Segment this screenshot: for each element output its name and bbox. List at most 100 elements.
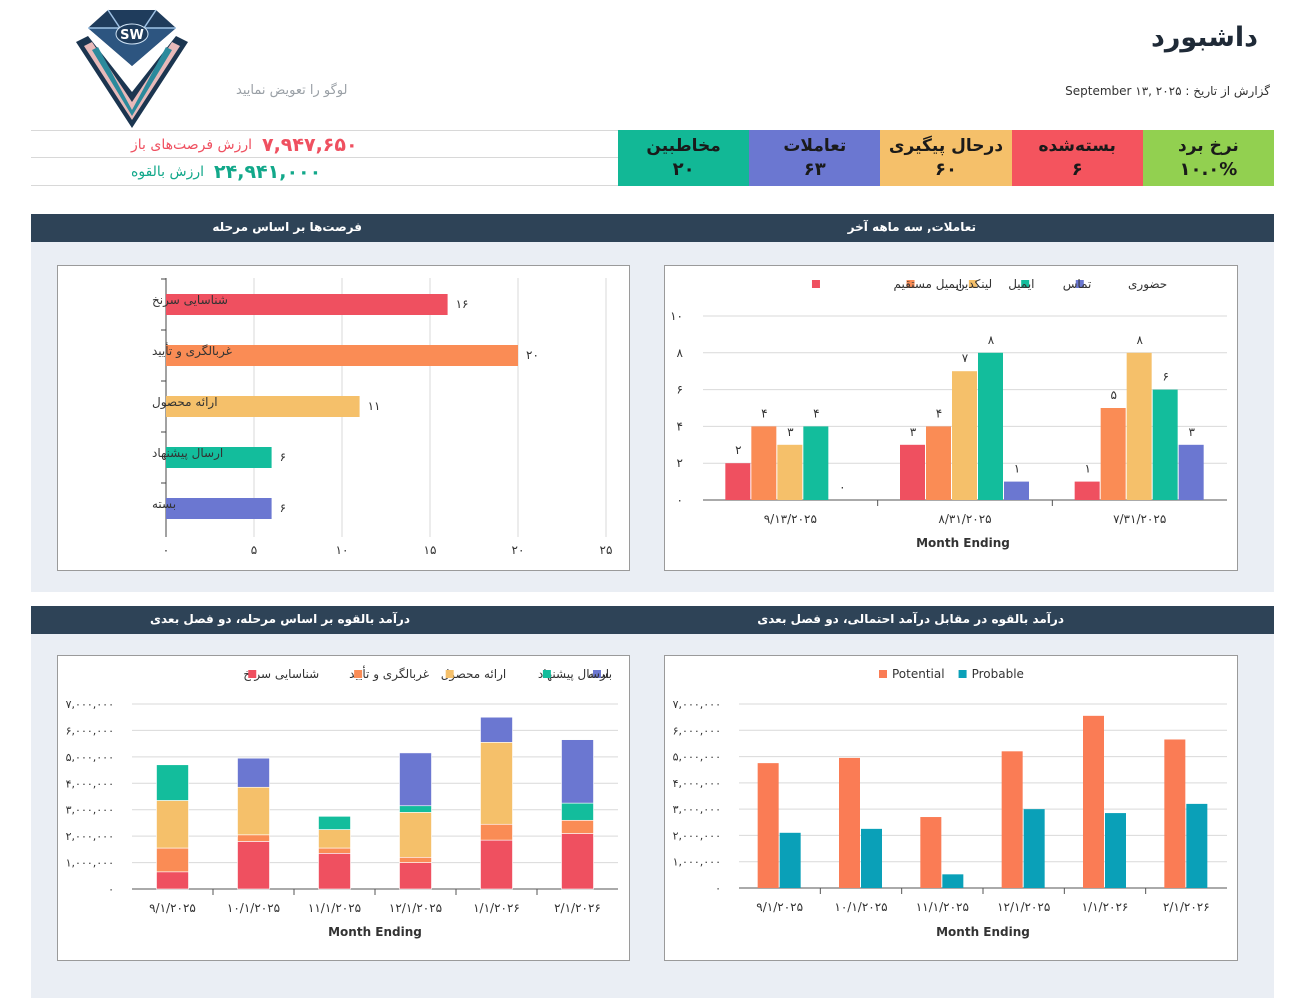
x-tick-label: ۱۱/۱/۲۰۲۵ — [308, 901, 361, 915]
x-tick-label: ۱۰ — [336, 543, 349, 557]
diamond-logo-icon: SW — [76, 9, 188, 128]
x-tick-label: ۸/۳۱/۲۰۲۵ — [938, 512, 991, 526]
y-tick-label: ۷,۰۰۰,۰۰۰ — [66, 698, 114, 711]
bar — [920, 817, 942, 888]
data-label: ۲ — [735, 443, 741, 457]
potential-stage-panel: ۰ ۱,۰۰۰,۰۰۰ ۲,۰۰۰,۰۰۰ ۳,۰۰۰,۰۰۰ ۴,۰۰۰,۰۰۰ ۵,۰… — [57, 655, 630, 961]
summary-divider — [31, 157, 618, 158]
y-tick-label: ارائه محصول — [152, 395, 218, 410]
y-tick-label: ۰ — [677, 493, 683, 507]
kpi-interactions: تعاملات ۶۳ — [749, 130, 881, 186]
y-tick-label: ۷,۰۰۰,۰۰۰ — [673, 698, 721, 711]
bar — [900, 444, 925, 500]
y-tick-label: بسته — [152, 497, 176, 511]
bar — [1105, 813, 1126, 888]
open-value: ۷,۹۴۷,۶۵۰ — [261, 134, 358, 156]
bar-segment — [318, 829, 351, 849]
data-label: ۴ — [761, 406, 767, 420]
y-tick-label: ۳,۰۰۰,۰۰۰ — [673, 803, 721, 816]
kpi-closed: بسته‌شده ۶ — [1011, 130, 1143, 186]
bar — [777, 444, 803, 500]
legend-label: غربالگری و تأیید — [349, 665, 429, 682]
bar-segment — [237, 757, 270, 788]
bar-segment — [399, 856, 432, 863]
potential-value-row: ۲۴,۹۴۱,۰۰۰ ارزش بالقوه — [131, 161, 321, 183]
kpi-label: تعاملات — [783, 136, 847, 156]
y-tick-label: ۱,۰۰۰,۰۰۰ — [673, 856, 721, 869]
legend-label: ایمیل — [1008, 277, 1034, 291]
bar-segment — [399, 862, 432, 890]
bar — [1152, 389, 1178, 500]
bar-segment — [561, 739, 594, 804]
section-header: درآمد بالقوه در مقابل درآمد احتمالی، دو … — [31, 606, 1274, 634]
y-tick-label: ۶,۰۰۰,۰۰۰ — [673, 724, 721, 737]
x-axis-title: Month Ending — [916, 536, 1010, 550]
x-tick-label: ۲/۱/۲۰۲۶ — [1163, 900, 1210, 914]
bar — [751, 426, 777, 500]
data-label: ۲۰ — [526, 348, 539, 362]
legend-label: Potential — [892, 667, 945, 681]
bar-segment — [318, 847, 351, 854]
x-tick-label: ۱۰/۱/۲۰۲۵ — [834, 900, 887, 914]
bar-segment — [399, 752, 432, 807]
bar — [725, 463, 751, 500]
opportunities-chart: ۰ ۵ ۱۰ ۱۵ ۲۰ ۲۵ ۱۶ شناسایی سرنخ ۲۰ غربالگری و تأی… — [152, 278, 612, 557]
legend-swatch — [958, 670, 967, 678]
legend-swatch — [906, 280, 915, 288]
data-label: ۱۱ — [368, 399, 381, 413]
data-label: ۴ — [813, 406, 819, 420]
legend-swatch — [879, 670, 887, 678]
kpi-label: درحال پیگیری — [888, 136, 1004, 156]
legend-swatch — [1021, 280, 1030, 288]
legend-label: لینکدین — [956, 277, 992, 292]
bar — [1126, 352, 1152, 500]
bar — [1074, 481, 1100, 500]
bar-segment — [561, 833, 594, 890]
kpi-label: بسته‌شده — [1038, 136, 1116, 156]
x-tick-label: ۰ — [163, 543, 169, 557]
logo: SW — [74, 6, 190, 130]
x-tick-label: ۱/۱/۲۰۲۶ — [1082, 900, 1129, 914]
legend-swatch — [968, 280, 977, 288]
x-axis-title: Month Ending — [936, 925, 1030, 939]
potential-stage-chart: ۰ ۱,۰۰۰,۰۰۰ ۲,۰۰۰,۰۰۰ ۳,۰۰۰,۰۰۰ ۴,۰۰۰,۰۰۰ ۵,۰… — [66, 665, 618, 939]
y-tick-label: ارسال پیشنهاد — [152, 446, 223, 461]
y-tick-label: ۲,۰۰۰,۰۰۰ — [66, 830, 114, 843]
bar — [779, 832, 801, 888]
y-tick-label: ۲,۰۰۰,۰۰۰ — [673, 829, 721, 842]
bar — [926, 426, 951, 500]
bar — [942, 874, 964, 888]
bar — [1178, 444, 1204, 500]
data-label: ۳ — [910, 425, 917, 439]
logo-text: SW — [120, 28, 144, 43]
bar — [1001, 751, 1023, 888]
bar-segment — [399, 805, 432, 813]
bar-segment — [480, 823, 513, 841]
summary-box: ۷,۹۴۷,۶۵۰ ارزش فرصت‌های باز ۲۴,۹۴۱,۰۰۰ ا… — [31, 130, 618, 186]
y-tick-label: ۱,۰۰۰,۰۰۰ — [66, 857, 114, 870]
kpi-label: نرخ برد — [1177, 136, 1239, 156]
bar — [1164, 739, 1186, 888]
open-value-label: ارزش فرصت‌های باز — [131, 137, 252, 153]
section-top: تعاملات, سه ماهه آخر فرصت‌ها بر اساس مرح… — [31, 214, 1274, 592]
bar-segment — [561, 819, 594, 834]
data-label: ۱۶ — [456, 297, 469, 311]
data-label: ۸ — [1136, 333, 1143, 347]
bar — [952, 371, 977, 500]
data-label: ۵ — [1110, 388, 1116, 402]
data-label: ۶ — [1162, 370, 1168, 384]
interactions-title: تعاملات, سه ماهه آخر — [847, 220, 976, 234]
y-tick-label: ۰ — [715, 882, 721, 895]
kpi-value: ۶۳ — [803, 159, 826, 180]
bar — [839, 757, 860, 888]
open-value-row: ۷,۹۴۷,۶۵۰ ارزش فرصت‌های باز — [131, 134, 358, 156]
legend-swatch — [354, 670, 363, 678]
x-tick-label: ۲۰ — [512, 543, 525, 557]
potential-value-label: ارزش بالقوه — [131, 164, 205, 180]
y-tick-label: ۵,۰۰۰,۰۰۰ — [673, 751, 721, 764]
bar-segment — [561, 802, 594, 821]
x-tick-label: ۹/۱۳/۲۰۲۵ — [764, 512, 817, 526]
interactions-panel: ۰ ۲ ۴ ۶ ۸ ۱۰ ۹/۱۳/۲۰۲۵ ۲ ۴ ۳ ۴ ۰ ۸/۳۱/۲۰۲۵ ۳ ۴ ۷ ۸ ۱ ۷/۳۱/… — [664, 265, 1238, 571]
x-tick-label: ۲/۱/۲۰۲۶ — [554, 901, 601, 915]
kpi-win-rate: نرخ برد ۱۰.۰% — [1142, 130, 1274, 186]
